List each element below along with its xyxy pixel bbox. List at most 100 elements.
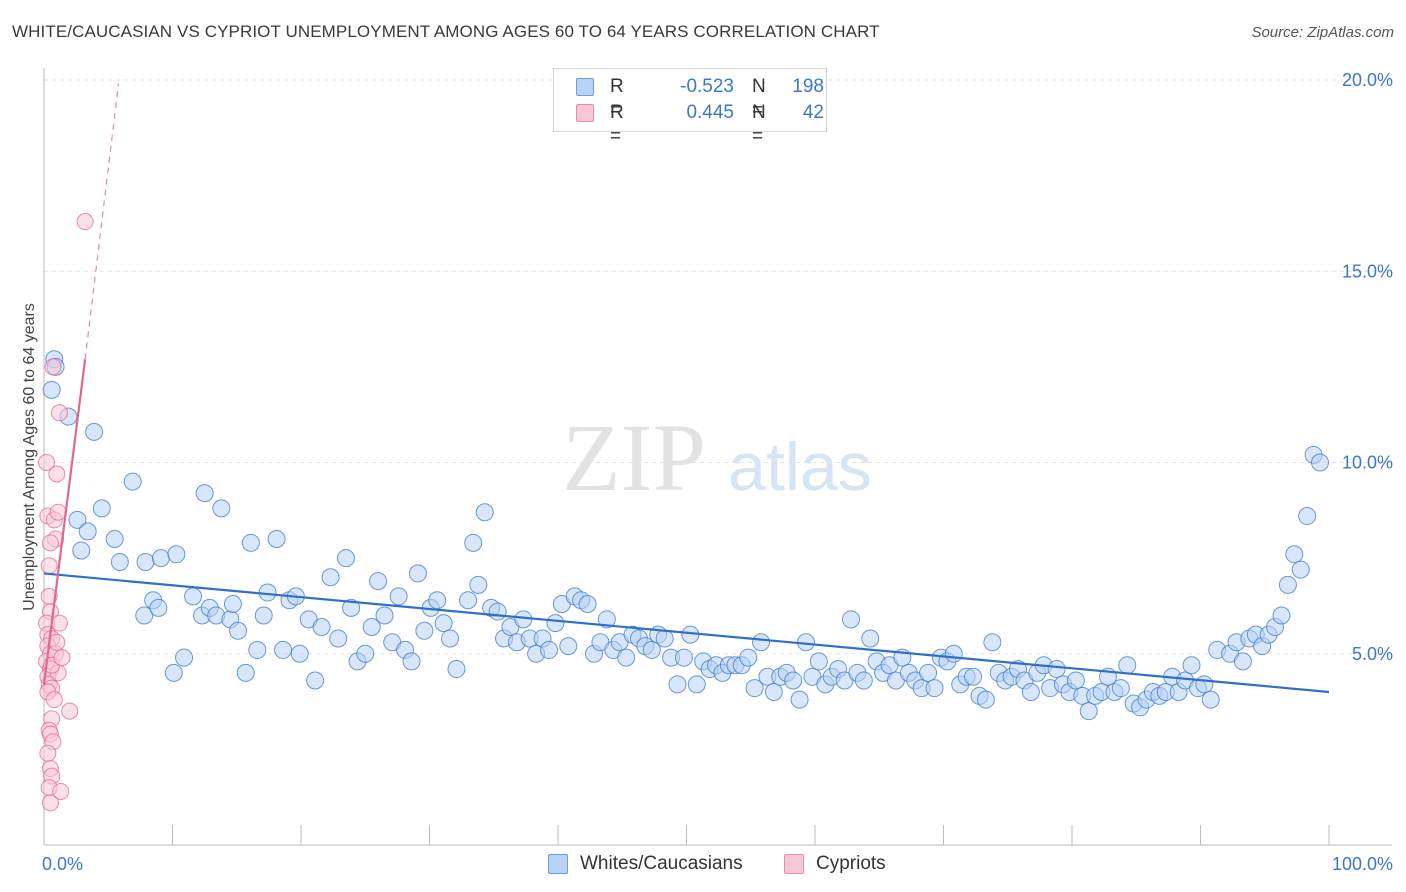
data-point <box>1291 560 1310 579</box>
data-point <box>1118 656 1137 675</box>
legend-swatch-cypriots <box>576 104 594 122</box>
legend-r-value: 0.445 <box>686 102 734 123</box>
data-point <box>784 671 803 690</box>
data-point <box>123 472 142 491</box>
data-point <box>475 503 494 522</box>
data-point <box>964 667 983 686</box>
data-point <box>229 621 248 640</box>
data-point <box>488 602 507 621</box>
data-point <box>464 533 483 552</box>
axis-labels: 5.0% 10.0% 15.0% 20.0% 0.0% 100.0% Unemploymen… <box>21 70 1393 874</box>
data-point <box>44 358 62 376</box>
data-point <box>68 510 87 529</box>
legend-swatch-whites <box>548 854 568 874</box>
data-point <box>50 614 68 632</box>
watermark-atlas: atlas <box>728 429 872 505</box>
data-point <box>40 557 58 575</box>
y-tick-label: 10.0% <box>1342 453 1393 473</box>
data-point <box>49 503 67 521</box>
trend-line-cypriots-extension <box>84 83 120 360</box>
data-point <box>236 663 255 682</box>
data-point <box>1066 671 1085 690</box>
y-tick-label: 20.0% <box>1342 70 1393 90</box>
data-point <box>925 679 944 698</box>
data-point <box>514 610 533 629</box>
legend-label-cypriots: Cypriots <box>816 853 886 874</box>
data-point <box>92 499 111 518</box>
y-tick-label: 15.0% <box>1342 261 1393 281</box>
data-point <box>342 598 361 617</box>
data-point <box>809 652 828 671</box>
trend-lines <box>42 83 1330 694</box>
data-point <box>428 591 447 610</box>
data-point <box>223 595 242 614</box>
data-point <box>944 644 963 663</box>
data-point <box>408 564 427 583</box>
data-point <box>469 575 488 594</box>
data-point <box>312 617 331 636</box>
data-point <box>61 702 79 720</box>
data-point <box>687 675 706 694</box>
data-point <box>290 644 309 663</box>
data-point <box>1201 690 1220 709</box>
data-point <box>164 663 183 682</box>
data-point <box>861 629 880 648</box>
data-point <box>597 610 616 629</box>
data-point <box>195 484 214 503</box>
data-point <box>110 552 129 571</box>
data-point <box>52 782 70 800</box>
data-point <box>45 691 63 709</box>
data-point <box>336 549 355 568</box>
data-point <box>184 587 203 606</box>
data-point <box>841 610 860 629</box>
watermark: ZIP atlas <box>562 404 872 511</box>
data-point <box>72 541 91 560</box>
data-point <box>745 679 764 698</box>
data-point <box>369 572 388 591</box>
data-point <box>1298 507 1317 526</box>
data-point <box>415 621 434 640</box>
data-point <box>459 591 478 610</box>
legend-n-label: N = <box>752 102 766 147</box>
data-point <box>1047 660 1066 679</box>
y-axis-title: Unemployment Among Ages 60 to 64 years <box>21 303 38 611</box>
data-point <box>389 587 408 606</box>
data-point <box>1311 453 1330 472</box>
data-point <box>135 606 154 625</box>
data-point <box>254 606 273 625</box>
data-point <box>40 587 58 605</box>
data-point <box>76 213 94 231</box>
data-point <box>617 648 636 667</box>
data-point <box>50 404 68 422</box>
legend-n-label: N = <box>752 76 766 121</box>
data-point <box>42 380 61 399</box>
data-point <box>642 640 661 659</box>
data-point <box>321 568 340 587</box>
data-point <box>1079 702 1098 721</box>
data-point <box>1021 683 1040 701</box>
data-point <box>136 552 155 571</box>
data-point <box>546 614 565 633</box>
data-point <box>434 614 453 633</box>
data-point <box>764 683 783 701</box>
source-label: Source: ZipAtlas.com <box>1251 24 1394 41</box>
data-point <box>1285 545 1304 564</box>
grid-lines <box>44 79 1392 655</box>
y-tick-label: 5.0% <box>1352 644 1393 664</box>
data-point <box>668 675 687 694</box>
data-point <box>38 454 56 471</box>
legend-n-value: 198 <box>792 76 824 97</box>
data-point <box>1182 656 1201 675</box>
data-point <box>356 644 375 663</box>
data-point <box>167 545 186 564</box>
data-point <box>441 629 460 648</box>
data-point <box>752 633 771 652</box>
data-point <box>362 617 381 636</box>
axes <box>43 68 1392 846</box>
watermark-zip: ZIP <box>562 404 706 511</box>
data-point <box>175 648 194 667</box>
legend-swatch-whites <box>576 78 594 96</box>
data-point <box>854 671 873 690</box>
data-point <box>41 794 59 812</box>
